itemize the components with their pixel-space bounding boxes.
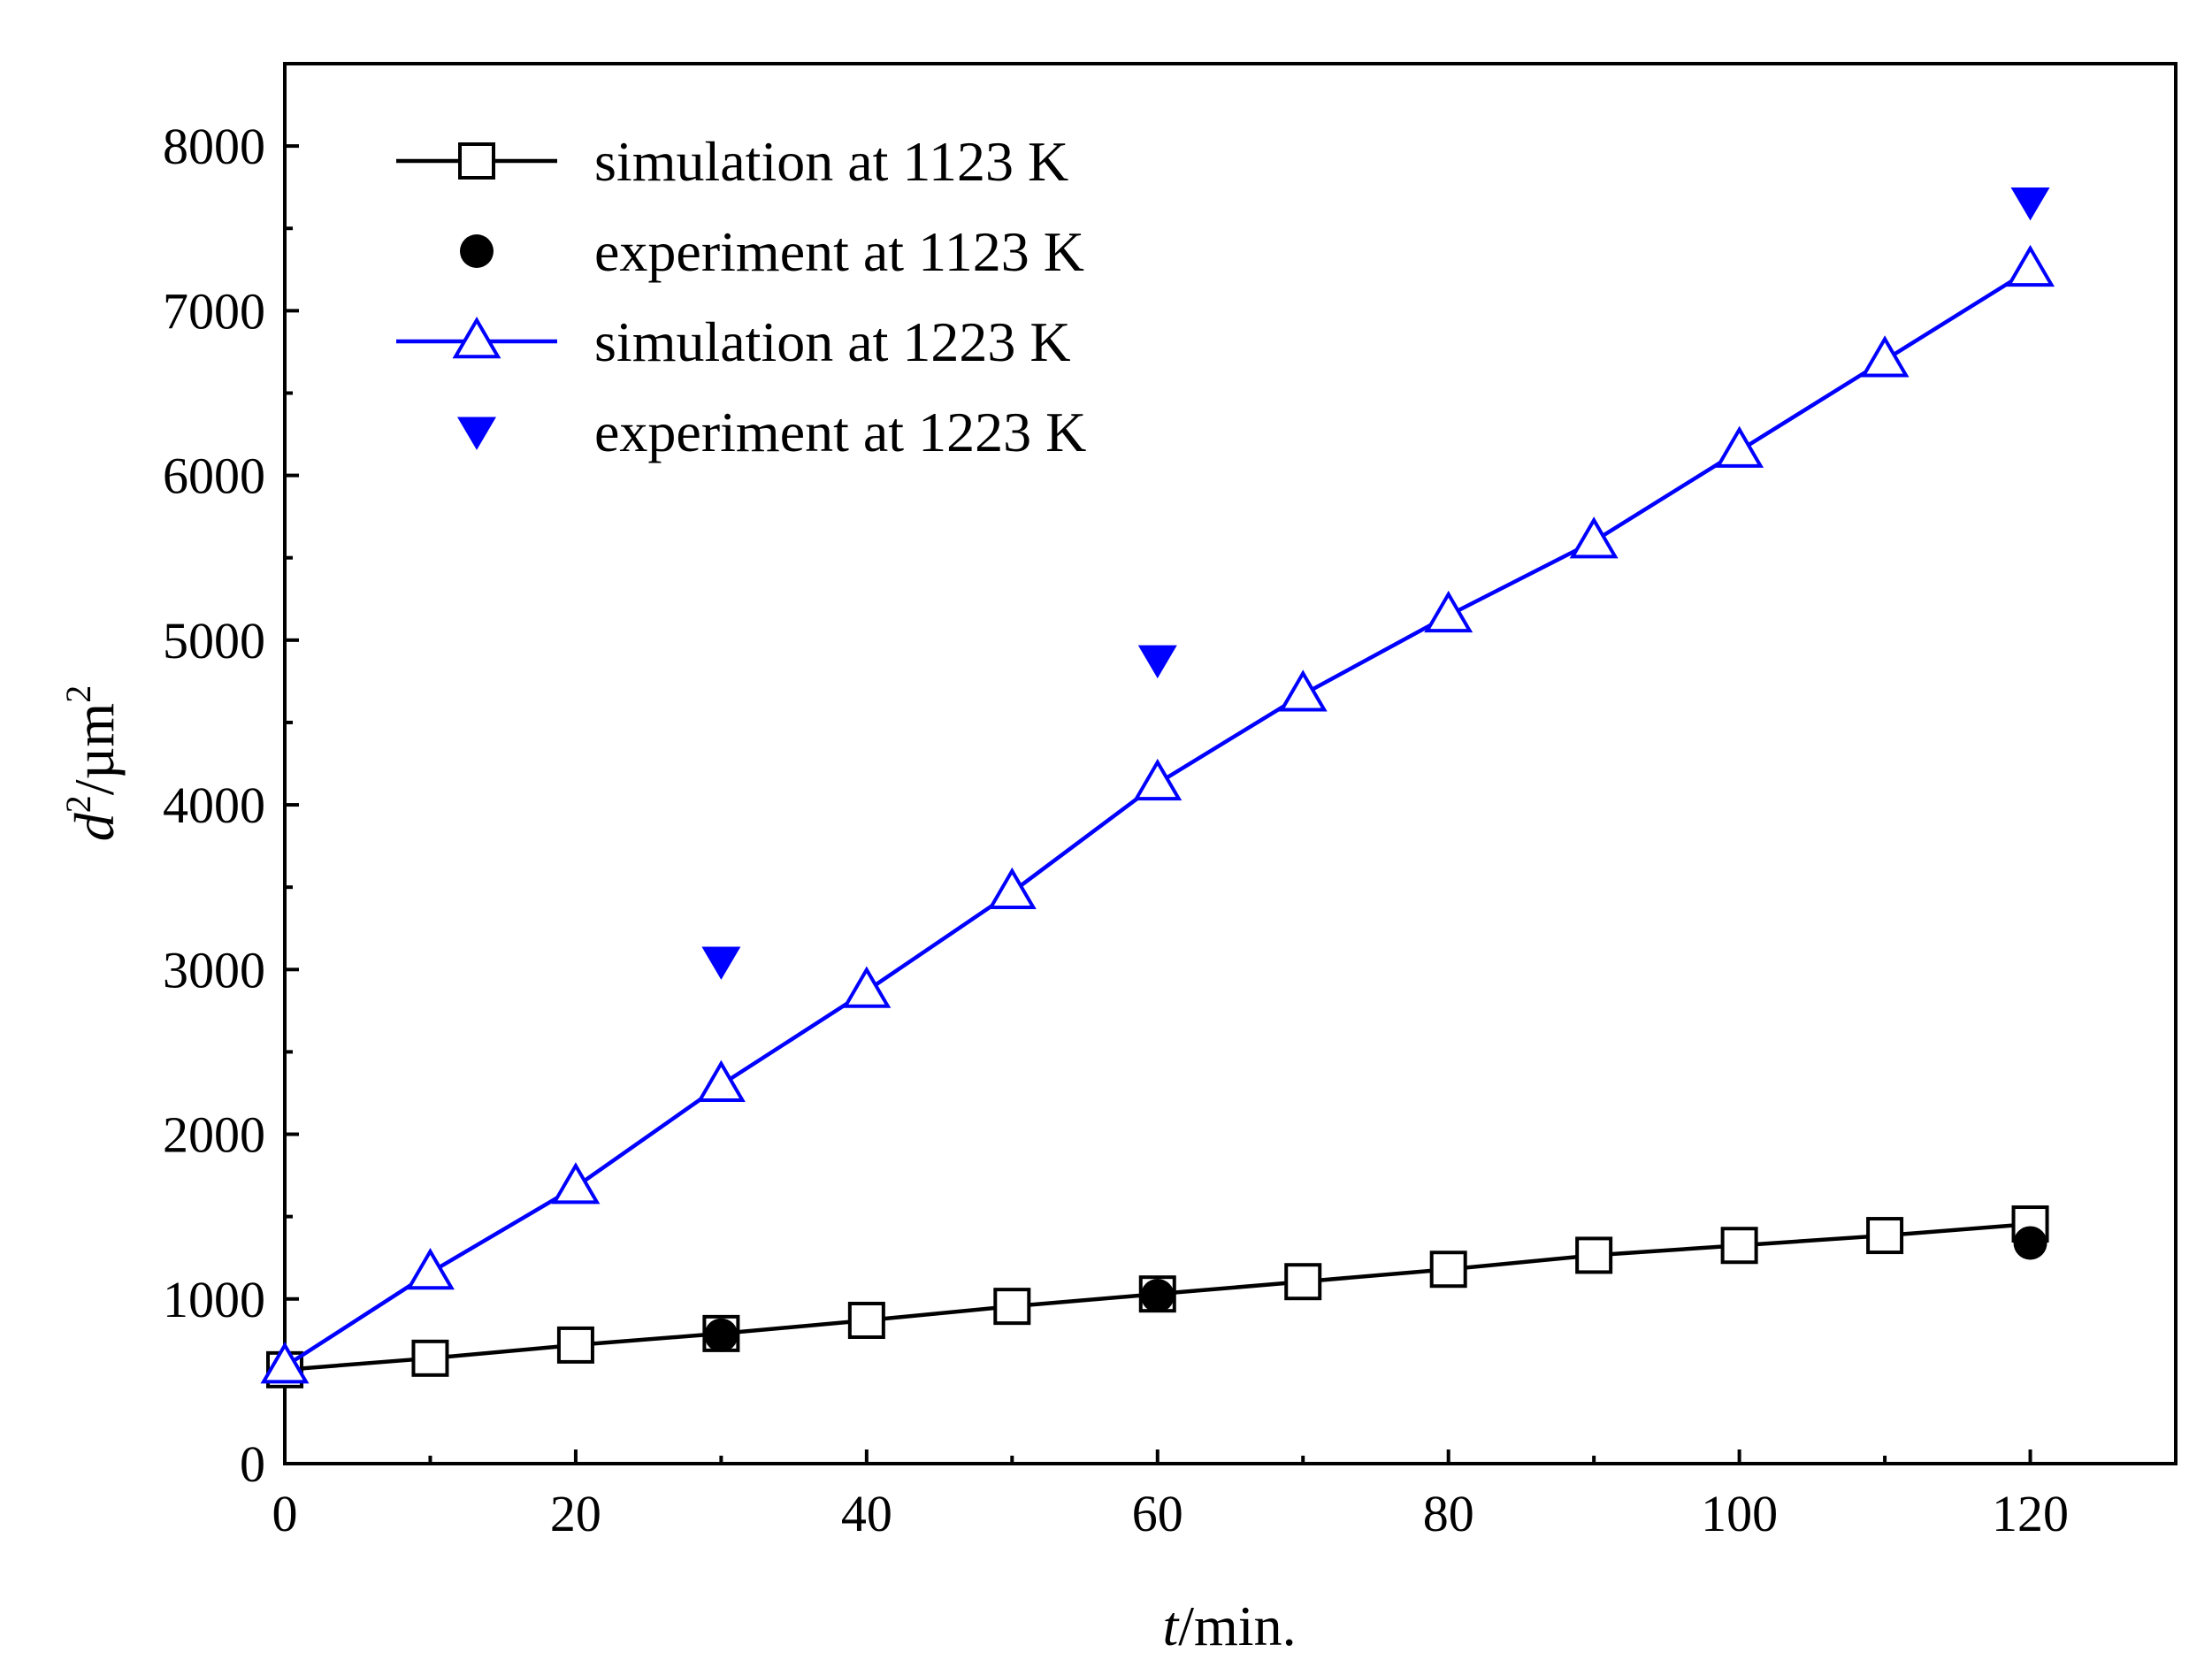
y-axis: 0 1000 2000 3000 4000 5000 6000 7000 8000: [163, 118, 299, 1493]
y-axis-var: d: [63, 812, 126, 841]
data-point: [2010, 187, 2050, 221]
data-point: [1866, 1217, 1904, 1255]
x-tick-label: 120: [1992, 1485, 2069, 1542]
y-tick-label: 4000: [163, 776, 265, 834]
data-point: [704, 1318, 739, 1352]
legend-label: simulation at 1223 K: [594, 310, 1071, 373]
data-point: [551, 1162, 601, 1205]
legend-item: experiment at 1223 K: [457, 401, 1086, 463]
data-point: [701, 946, 741, 980]
y-tick-label: 2000: [163, 1106, 265, 1164]
series-simulation-at-1223-K: [260, 244, 2055, 1384]
data-point: [1424, 590, 1473, 633]
x-tick-label: 0: [272, 1485, 298, 1542]
data-point: [1137, 645, 1177, 679]
x-tick-label: 40: [841, 1485, 892, 1542]
data-point: [842, 966, 892, 1008]
data-point: [987, 867, 1037, 910]
series-experiment-at-1223-K: [701, 187, 2050, 980]
y-tick-label: 8000: [163, 118, 265, 175]
y-tick-label: 7000: [163, 282, 265, 340]
x-axis-title: t/min.: [1162, 1595, 1296, 1657]
data-point: [556, 1326, 594, 1364]
data-point: [1720, 1227, 1758, 1265]
legend-label: simulation at 1123 K: [594, 130, 1068, 193]
data-point: [405, 1247, 455, 1290]
data-point: [1429, 1251, 1467, 1289]
series-line: [283, 267, 2032, 1369]
data-point: [1569, 516, 1619, 559]
data-point: [1140, 1279, 1175, 1313]
data-point: [1278, 669, 1328, 712]
legend-marker: [458, 142, 495, 180]
legend-item: experiment at 1123 K: [460, 220, 1084, 283]
plot-frame: [283, 62, 2178, 1465]
legend-label: experiment at 1123 K: [594, 220, 1084, 283]
legend-marker: [452, 317, 501, 359]
y-axis-unit-sup: 2: [58, 685, 98, 703]
legend-item: simulation at 1223 K: [396, 310, 1071, 373]
x-tick-label: 100: [1701, 1485, 1778, 1542]
data-point: [1133, 758, 1183, 801]
data-point: [1284, 1263, 1322, 1301]
legend-marker: [457, 417, 496, 450]
legend-label: experiment at 1223 K: [594, 401, 1086, 463]
y-tick-label: 0: [240, 1435, 265, 1493]
x-tick-label: 60: [1132, 1485, 1183, 1542]
legend-item: simulation at 1123 K: [396, 130, 1068, 193]
y-tick-label: 5000: [163, 612, 265, 669]
x-axis: 0 20 40 60 80 100 120: [272, 1449, 2069, 1542]
legend-marker: [460, 234, 494, 268]
data-point: [993, 1288, 1031, 1326]
series-experiment-at-1123-K: [704, 1226, 2047, 1352]
plot-area: [260, 187, 2055, 1388]
legend: simulation at 1123 K experiment at 1123 K…: [396, 130, 1086, 463]
y-tick-label: 3000: [163, 941, 265, 998]
data-point: [1715, 425, 1764, 468]
y-axis-unit: /µm: [63, 703, 126, 795]
x-tick-label: 20: [550, 1485, 601, 1542]
y-tick-label: 6000: [163, 447, 265, 505]
data-point: [411, 1339, 449, 1377]
y-axis-var-sup: 2: [58, 795, 98, 813]
x-axis-var: t: [1162, 1595, 1180, 1657]
y-tick-label: 1000: [163, 1271, 265, 1328]
data-point: [2006, 244, 2055, 287]
data-point: [1860, 335, 1910, 378]
y-axis-title: d2/µm2: [58, 685, 126, 841]
data-point: [1575, 1236, 1613, 1274]
data-point: [696, 1059, 746, 1102]
data-point: [847, 1301, 885, 1339]
data-point: [260, 1342, 310, 1384]
x-tick-label: 80: [1423, 1485, 1474, 1542]
x-axis-unit: /min.: [1178, 1595, 1296, 1657]
data-point: [2013, 1226, 2047, 1260]
